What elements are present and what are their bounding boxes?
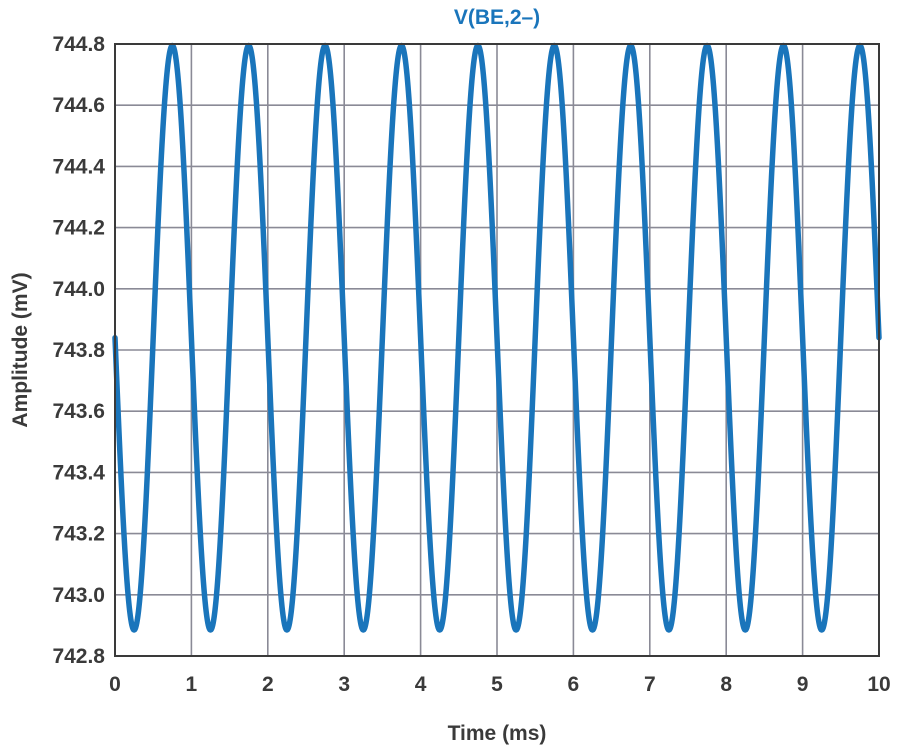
x-tick-label: 7 (644, 673, 656, 696)
x-axis-ticks: 0 1 2 3 4 5 6 7 8 9 10 (109, 673, 891, 696)
y-tick-label: 743.2 (52, 523, 105, 546)
x-tick-label: 10 (867, 673, 890, 696)
x-tick-label: 3 (338, 673, 350, 696)
y-tick-label: 743.0 (52, 584, 105, 607)
x-tick-label: 1 (186, 673, 198, 696)
series-layer (112, 42, 882, 633)
x-tick-label: 4 (415, 673, 427, 696)
x-tick-label: 8 (720, 673, 732, 696)
y-axis-ticks: 742.8 743.0 743.2 743.4 743.6 743.8 744.0 744.2… (52, 33, 105, 668)
x-tick-label: 6 (568, 673, 580, 696)
plot-frame (114, 43, 880, 657)
y-tick-label: 743.8 (52, 339, 105, 362)
x-axis-label: Time (ms) (448, 722, 547, 745)
y-axis-label: Amplitude (mV) (9, 272, 32, 427)
y-tick-label: 743.6 (52, 400, 105, 423)
x-tick-label: 5 (491, 673, 503, 696)
x-tick-label: 9 (797, 673, 809, 696)
x-tick-label: 2 (262, 673, 274, 696)
y-tick-label: 744.4 (52, 155, 105, 178)
y-tick-label: 744.0 (52, 278, 105, 301)
y-tick-label: 744.2 (52, 217, 105, 240)
y-tick-label: 742.8 (52, 645, 105, 668)
x-tick-label: 0 (109, 673, 121, 696)
series-name-label: V(BE,2–) (454, 6, 540, 29)
y-tick-label: 743.4 (52, 461, 105, 484)
y-tick-label: 744.8 (52, 33, 105, 56)
y-tick-label: 744.6 (52, 94, 105, 117)
series-line-vbe (112, 42, 882, 633)
